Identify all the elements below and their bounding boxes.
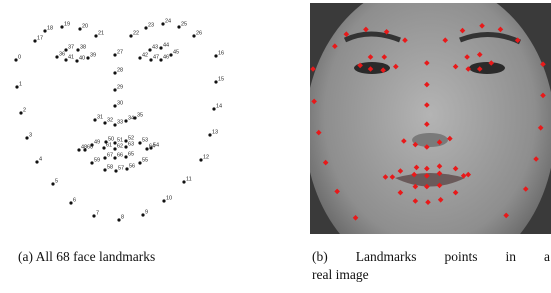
landmark-label: 0 (18, 55, 21, 61)
landmark-label: 64 (149, 144, 155, 150)
landmark-label: 36 (59, 52, 65, 58)
landmark-label: 1 (19, 82, 22, 88)
landmark-label: 27 (117, 50, 123, 56)
landmark-label: 31 (97, 115, 103, 121)
landmark-label: 24 (165, 19, 171, 25)
landmark-label: 32 (107, 118, 113, 124)
landmark-label: 40 (79, 56, 85, 62)
caption-b-line2: real image (312, 267, 369, 283)
landmark-label: 53 (142, 138, 148, 144)
caption-a: (a) All 68 face landmarks (18, 249, 155, 265)
landmark-label: 38 (80, 45, 86, 51)
landmark-label: 60 (87, 145, 93, 151)
landmark-label: 33 (117, 120, 123, 126)
landmark-label: 57 (118, 166, 124, 172)
landmark-label: 7 (96, 211, 99, 217)
landmark-label: 17 (37, 36, 43, 42)
landmark-label: 44 (163, 43, 169, 49)
landmark-label: 35 (137, 113, 143, 119)
landmark-label: 30 (117, 101, 123, 107)
landmark-label: 23 (148, 23, 154, 29)
landmark-label: 49 (94, 140, 100, 146)
landmark-label: 37 (68, 45, 74, 51)
landmark-label: 12 (203, 155, 209, 161)
caption-b-line1: (b) Landmarks points in a (312, 249, 550, 265)
landmark-label: 55 (142, 158, 148, 164)
landmark-label: 46 (163, 55, 169, 61)
landmark-label: 42 (142, 53, 148, 59)
landmark-label: 16 (218, 51, 224, 57)
landmark-label: 11 (186, 177, 192, 183)
landmark-label: 66 (117, 153, 123, 159)
landmark-diagram: 0123456789101112131415161718192021222324… (14, 19, 224, 222)
figure: 0123456789101112131415161718192021222324… (0, 0, 551, 293)
landmark-label: 67 (107, 153, 113, 159)
landmark-label: 14 (216, 104, 222, 110)
landmark-label: 62 (117, 144, 123, 150)
landmark-label: 28 (117, 68, 123, 74)
landmark-label: 39 (90, 53, 96, 59)
landmark-label: 43 (152, 45, 158, 51)
landmark-label: 59 (94, 158, 100, 164)
landmark-label: 2 (23, 108, 26, 114)
landmark-label: 3 (29, 133, 32, 139)
landmark-label: 29 (117, 85, 123, 91)
landmark-label: 20 (82, 24, 88, 30)
landmark-label: 26 (196, 31, 202, 37)
landmark-label: 6 (73, 198, 76, 204)
landmark-label: 61 (106, 143, 112, 149)
landmark-label: 19 (64, 22, 70, 28)
landmark-label: 47 (153, 55, 159, 61)
photo (305, 0, 551, 245)
landmark-label: 34 (128, 116, 134, 122)
landmark-label: 13 (212, 130, 218, 136)
landmark-label: 63 (128, 142, 134, 148)
landmark-label: 18 (47, 26, 53, 32)
landmark-label: 8 (121, 215, 124, 221)
landmark-label: 56 (129, 164, 135, 170)
landmark-label: 15 (218, 77, 224, 83)
landmark-label: 5 (55, 179, 58, 185)
photo-landmark (373, 238, 379, 244)
landmark-label: 45 (173, 50, 179, 56)
landmark-label: 65 (128, 152, 134, 158)
landmark-label: 41 (68, 55, 74, 61)
landmark-label: 22 (133, 31, 139, 37)
landmark-label: 58 (107, 165, 113, 171)
landmark-label: 4 (39, 157, 42, 163)
photo-landmark (480, 235, 486, 241)
landmark-label: 10 (166, 196, 172, 202)
landmark-label: 9 (145, 210, 148, 216)
landmark-label: 21 (98, 31, 104, 37)
landmark-label: 25 (181, 22, 187, 28)
